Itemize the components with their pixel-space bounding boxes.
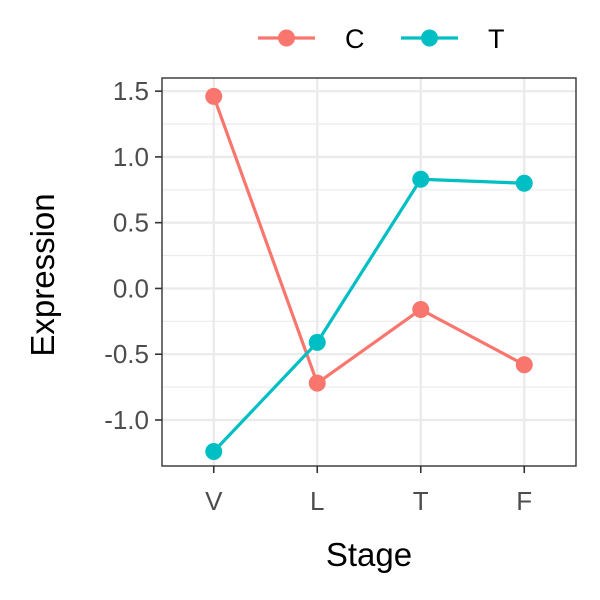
series-line	[212, 95, 526, 385]
data-point	[515, 174, 533, 192]
y-axis-title: Expression	[24, 193, 61, 356]
data-point	[515, 356, 533, 374]
panel-border	[161, 77, 577, 467]
legend-item-C: C	[258, 24, 365, 54]
panel-background	[162, 78, 576, 466]
x-tick-label: T	[413, 486, 429, 516]
legend-label: T	[488, 24, 505, 54]
y-tick-label: 1.0	[113, 142, 149, 172]
data-point	[205, 443, 223, 461]
x-tick-label: L	[310, 486, 324, 516]
x-tick-label: F	[516, 486, 532, 516]
x-tick-label: V	[205, 486, 223, 516]
y-tick-label: 0.5	[113, 208, 149, 238]
y-tick-label: -0.5	[104, 339, 149, 369]
x-axis-title: Stage	[326, 536, 412, 573]
plot-area	[161, 77, 577, 467]
series-T	[205, 170, 533, 461]
legend-key-point	[278, 29, 295, 47]
data-point	[205, 87, 223, 105]
legend-item-T: T	[401, 24, 505, 54]
y-tick-label: 0.0	[113, 273, 149, 303]
data-point	[308, 374, 326, 392]
legend-label: C	[345, 24, 365, 54]
y-tick-label: -1.0	[104, 405, 149, 435]
data-point	[308, 333, 326, 351]
legend-key-point	[421, 29, 438, 47]
series-line	[212, 177, 525, 453]
data-point	[412, 300, 430, 318]
data-point	[412, 170, 430, 188]
series-C	[205, 87, 533, 392]
y-axis: 1.5 1.0 0.5 0.0 -0.5 -1.0	[104, 76, 162, 435]
y-tick-label: 1.5	[113, 76, 149, 106]
